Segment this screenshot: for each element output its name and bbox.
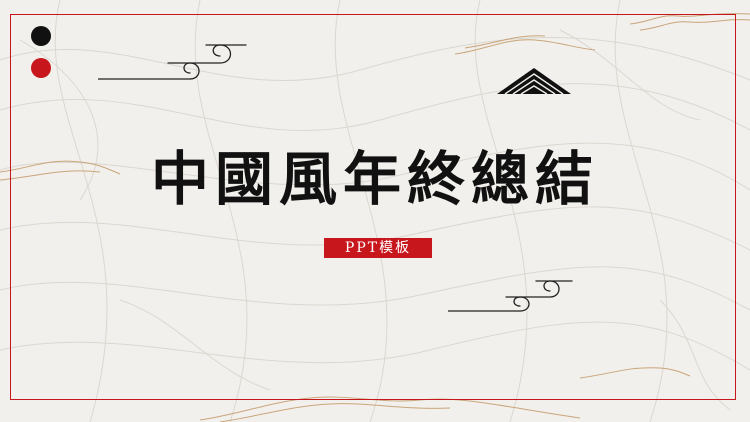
mountain-icon [497, 68, 571, 94]
auspicious-cloud-icon [98, 44, 247, 80]
red-dot-ornament [31, 58, 51, 78]
mountain-lines-bottom-right [580, 367, 690, 379]
mountain-lines-top-right [630, 13, 750, 31]
slide-title: 中國風年終總結 [150, 145, 599, 213]
slide-border-frame [10, 14, 736, 400]
subtitle-badge: PPT模板 [324, 238, 432, 258]
auspicious-cloud-icon [448, 280, 573, 312]
mountain-lines-mid-right [455, 35, 595, 55]
mountain-lines-left [0, 160, 120, 181]
black-dot-ornament [31, 26, 51, 46]
